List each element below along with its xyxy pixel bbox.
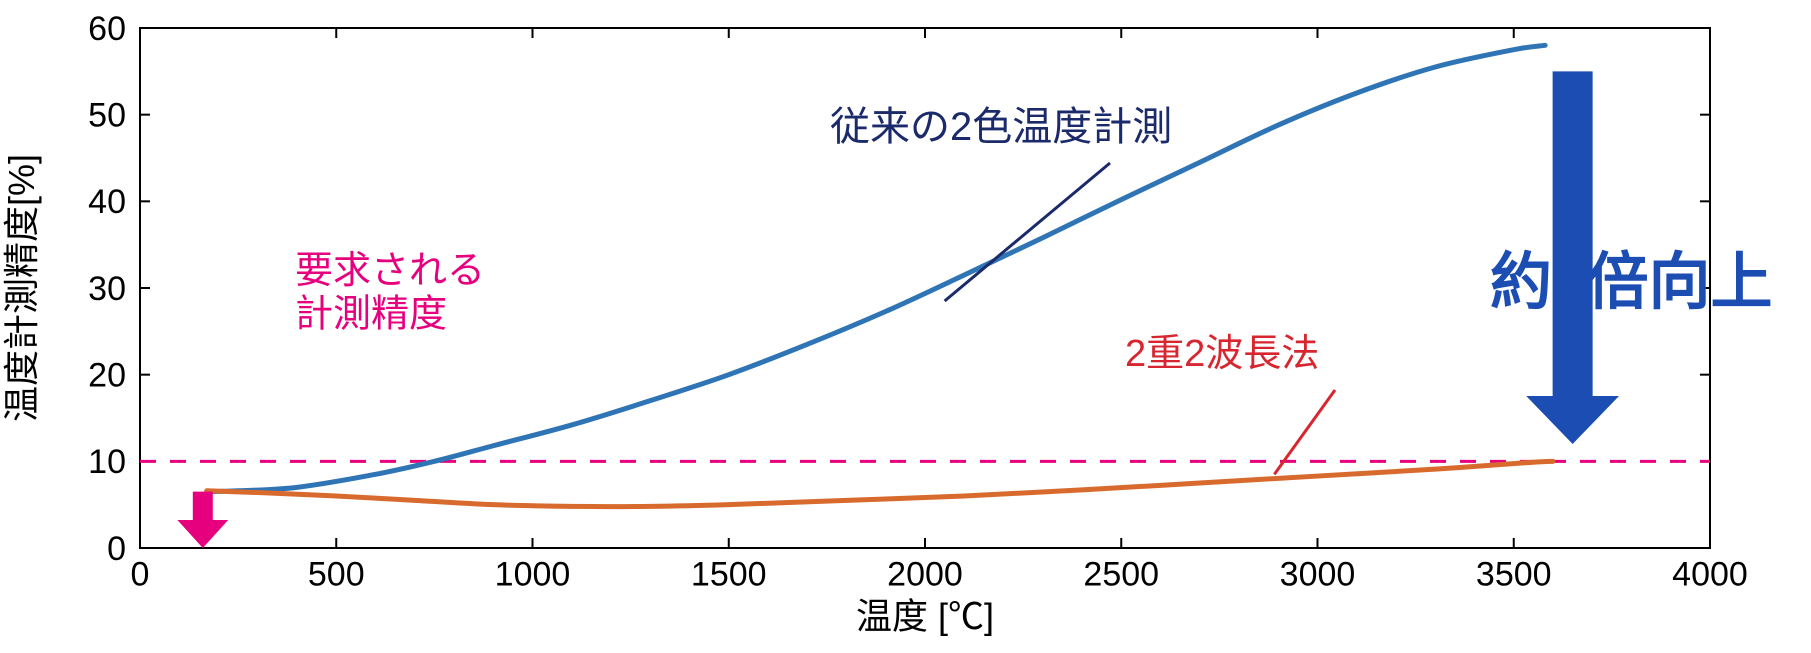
svg-text:1500: 1500 <box>691 555 767 593</box>
svg-text:2500: 2500 <box>1083 555 1159 593</box>
chart-container: 0 500 1000 1500 2000 2500 3000 3500 4000 0 10 20 30 4… <box>0 0 1811 653</box>
svg-text:60: 60 <box>88 10 126 48</box>
svg-text:1000: 1000 <box>495 555 571 593</box>
x-axis-label: 温度 [℃] <box>856 596 994 637</box>
label-improvement: 約6倍向上 <box>1490 248 1772 317</box>
y-axis-label: 温度計測精度[%] <box>1 154 42 422</box>
svg-text:3500: 3500 <box>1476 555 1552 593</box>
svg-text:50: 50 <box>88 97 126 135</box>
svg-text:40: 40 <box>88 183 126 221</box>
label-conventional: 従来の2色温度計測 <box>830 105 1172 149</box>
svg-text:10: 10 <box>88 443 126 481</box>
svg-text:3000: 3000 <box>1280 555 1356 593</box>
svg-text:30: 30 <box>88 270 126 308</box>
precision-chart: 0 500 1000 1500 2000 2500 3000 3500 4000 0 10 20 30 4… <box>0 0 1811 653</box>
label-required-accuracy-2: 計測精度 <box>295 294 447 336</box>
svg-text:0: 0 <box>107 530 126 568</box>
svg-text:500: 500 <box>308 555 365 593</box>
svg-text:0: 0 <box>131 555 150 593</box>
svg-text:20: 20 <box>88 357 126 395</box>
svg-text:2000: 2000 <box>887 555 963 593</box>
label-required-accuracy-1: 要求される <box>295 250 485 292</box>
label-double-two-wavelength: 2重2波長法 <box>1125 333 1319 375</box>
svg-text:4000: 4000 <box>1672 555 1748 593</box>
